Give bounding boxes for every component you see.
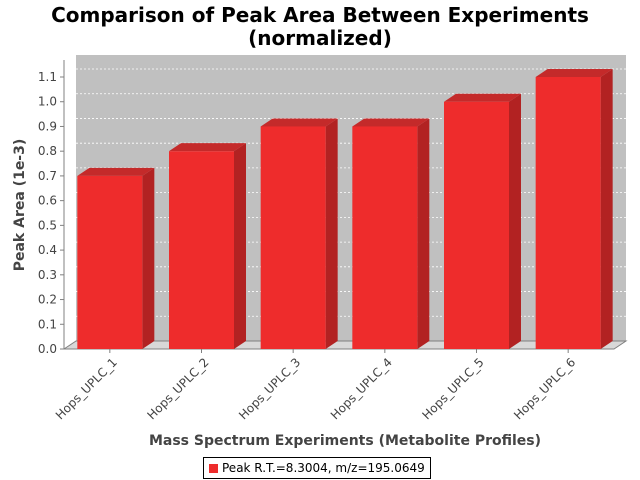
bar — [535, 77, 601, 349]
chart-title: Comparison of Peak Area Between Experime… — [51, 3, 589, 27]
x-tick-label: Hops_UPLC_5 — [419, 355, 486, 422]
y-tick-label: 0.8 — [38, 144, 57, 158]
plot-background — [76, 55, 626, 341]
bar-side — [509, 93, 521, 350]
chart-subtitle: (normalized) — [248, 26, 392, 50]
y-tick-label: 0.9 — [38, 119, 57, 133]
legend: Peak R.T.=8.3004, m/z=195.0649 — [203, 457, 431, 479]
bar — [352, 126, 418, 349]
y-tick-label: 0.6 — [38, 194, 57, 208]
x-tick-label: Hops_UPLC_3 — [236, 355, 303, 422]
legend-swatch — [209, 463, 218, 473]
y-tick-label: 0.4 — [38, 243, 57, 257]
bar-top — [444, 93, 521, 102]
bar-side — [417, 118, 430, 349]
legend-label: Peak R.T.=8.3004, m/z=195.0649 — [222, 461, 425, 475]
x-axis-title: Mass Spectrum Experiments (Metabolite Pr… — [149, 433, 541, 449]
bar-top — [352, 118, 430, 127]
bar-top — [169, 143, 246, 152]
y-tick-label: 0.2 — [38, 293, 57, 307]
y-axis-title: Peak Area (1e-3) — [12, 139, 28, 272]
x-tick-label: Hops_UPLC_1 — [53, 355, 120, 422]
bar-side — [600, 69, 613, 349]
x-tick-label: Hops_UPLC_6 — [511, 355, 578, 422]
y-tick-label: 0.5 — [38, 218, 57, 232]
y-tick-label: 0.7 — [38, 169, 57, 183]
bar — [169, 151, 234, 349]
bar — [444, 101, 509, 350]
y-tick-label: 0.0 — [38, 342, 57, 356]
bar-top — [260, 118, 338, 127]
bar-side — [142, 167, 155, 349]
bar-top — [535, 69, 613, 77]
plot-floor-outline — [63, 340, 628, 350]
bar-side — [234, 143, 246, 349]
bar-side — [325, 118, 338, 349]
bar-top — [77, 167, 155, 176]
y-tick-label: 0.1 — [38, 317, 57, 331]
bar — [77, 175, 143, 349]
bar — [260, 126, 326, 349]
y-tick-label: 0.3 — [38, 268, 57, 282]
y-tick-label: 1.1 — [38, 70, 57, 84]
y-tick-label: 1.0 — [38, 95, 57, 109]
x-tick-label: Hops_UPLC_2 — [144, 355, 211, 422]
x-tick-label: Hops_UPLC_4 — [328, 355, 395, 422]
